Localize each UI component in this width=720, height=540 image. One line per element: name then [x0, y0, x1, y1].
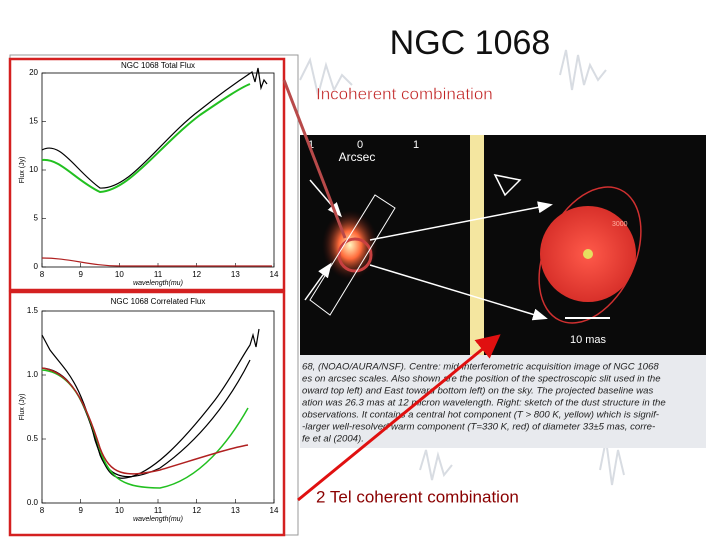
x-tick-label: 13: [231, 270, 240, 279]
caption-line: oward top left) and East toward bottom l…: [302, 386, 653, 397]
image-tick: 1: [413, 139, 419, 151]
highlight-box: [8, 290, 286, 537]
component-label: 3000: [612, 221, 628, 228]
connector: [282, 79, 347, 239]
x-tick-label: 14: [270, 270, 279, 279]
x-tick-label: 12: [192, 270, 201, 279]
x-axis-label: wavelength(mu): [133, 516, 183, 523]
image-tick: 1: [308, 139, 314, 151]
y-tick-label: 20: [29, 68, 38, 77]
image-axis-label: Arcsec: [339, 150, 376, 164]
x-axis-label: wavelength(mu): [133, 280, 183, 287]
caption-box: [300, 355, 706, 448]
slit: [309, 194, 396, 316]
highlight-box: [8, 57, 286, 292]
x-tick-label: 13: [231, 506, 240, 515]
x-tick-label: 11: [154, 506, 163, 515]
y-tick-label: 15: [29, 117, 38, 126]
y-axis-label: Flux (Jy): [19, 157, 26, 184]
arrow: [369, 264, 548, 321]
x-tick-label: 9: [78, 270, 83, 279]
y-tick-label: 5: [34, 214, 39, 223]
curve: [41, 83, 251, 194]
source-glow: [322, 210, 378, 280]
hot-component: [583, 249, 593, 259]
x-tick-label: 9: [78, 506, 83, 515]
y-tick-label: 0: [34, 262, 39, 271]
curve: [41, 67, 268, 189]
image-tick: 0: [357, 139, 363, 151]
source-circle: [337, 237, 373, 273]
curve: [41, 367, 249, 475]
y-tick-label: 1.0: [27, 370, 39, 379]
caption-line: fe et al (2004).: [302, 434, 364, 445]
caption-line: -larger well-resolved warm component (T=…: [302, 422, 655, 433]
y-tick-label: 1.5: [27, 306, 39, 315]
plots: NGC 1068 Total Flux wavelength(mu) Flux (J…: [19, 61, 279, 523]
x-tick-label: 11: [154, 270, 163, 279]
plot-title: NGC 1068 Total Flux: [121, 61, 195, 70]
x-tick-label: 8: [40, 270, 45, 279]
slide-title: NGC 1068: [390, 24, 551, 62]
curve: [41, 257, 272, 267]
arrow: [369, 201, 553, 241]
x-tick-label: 8: [40, 506, 45, 515]
caption-line: ation was 26.3 mas at 12 micron waveleng…: [302, 398, 666, 409]
incoherent-label: Incoherent combination: [316, 84, 493, 103]
coherent-label: 2 Tel coherent combination: [316, 487, 519, 506]
caption-line: es on arcsec scales. Also shown are the …: [302, 374, 661, 385]
plots-panel: [9, 54, 299, 536]
x-tick-label: 10: [115, 270, 124, 279]
scale-label: 10 mas: [570, 334, 607, 346]
x-tick-label: 12: [192, 506, 201, 515]
y-tick-label: 0.5: [27, 434, 39, 443]
caption-line: 68, (NOAO/AURA/NSF). Centre: mid-interfe…: [302, 362, 659, 373]
y-tick-label: 10: [29, 165, 38, 174]
plot-title: NGC 1068 Correlated Flux: [111, 297, 206, 306]
caption: 68, (NOAO/AURA/NSF). Centre: mid-interfe…: [302, 362, 666, 445]
y-tick-label: 0.0: [27, 498, 39, 507]
background-wave: [299, 49, 625, 486]
x-tick-label: 14: [270, 506, 279, 515]
divider: [470, 135, 484, 355]
beam-icon: [493, 173, 522, 197]
x-tick-label: 10: [115, 506, 124, 515]
y-axis-label: Flux (Jy): [19, 394, 26, 421]
connector: [297, 334, 501, 502]
arrow: [304, 262, 332, 301]
caption-line: observations. It contains a central hot …: [302, 410, 659, 421]
